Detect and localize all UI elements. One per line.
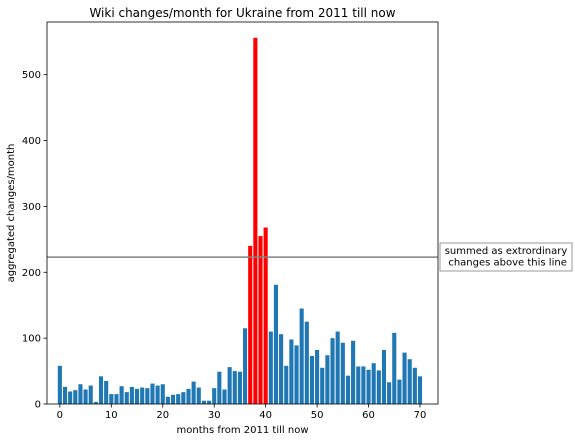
y-tick-label: 500 [22,70,41,81]
bar [212,388,217,404]
bar [232,371,237,404]
bar [335,331,340,404]
bar [402,352,407,404]
bar [155,385,160,404]
bar [176,394,181,404]
bar [160,384,165,404]
bar [129,386,134,404]
bar [186,388,191,404]
annotation-line: summed as extrordinary [445,246,568,257]
bar [299,308,304,404]
bar [134,388,140,404]
bar [119,386,124,404]
bar-highlight [253,37,258,405]
bar [124,392,129,404]
bar [207,400,212,404]
x-tick-label: 60 [362,410,375,421]
bar [397,379,402,404]
bar [243,328,248,404]
bar [237,371,242,404]
bar [361,366,366,404]
bar [407,359,412,404]
bar [181,392,186,404]
annotation-box [439,242,573,272]
bar [284,365,289,404]
bar [196,387,201,404]
bar-highlight [258,236,263,404]
y-axis-label: aggregated changes/month [6,144,17,283]
bar [366,369,371,404]
bar [351,340,356,404]
bar [62,386,68,404]
bar [222,389,227,404]
bar [109,394,114,404]
bar [345,375,351,404]
bar [98,376,104,404]
bar [83,389,88,404]
x-tick-label: 10 [105,410,118,421]
bar [93,402,98,404]
bar [417,376,423,404]
bar [376,370,381,404]
bar [392,332,397,404]
bar [304,321,309,404]
bar-highlight [248,245,253,404]
bar [78,384,83,404]
bar [387,382,392,404]
bar-group [57,37,423,405]
x-axis-label: months from 2011 till now [177,425,309,436]
bar [320,367,325,404]
bar [294,345,299,404]
plot-frame [46,21,439,405]
bar [371,363,376,404]
bar [73,390,78,404]
bar-highlight [263,227,268,404]
bar [165,396,170,404]
bar [217,371,222,404]
y-tick-label: 400 [22,136,41,147]
x-tick-label: 70 [414,410,427,421]
bar [279,334,284,404]
bar [289,339,294,404]
bar [356,366,361,404]
bar [57,365,62,404]
y-tick-label: 0 [35,400,41,411]
bar [170,394,176,404]
bar [88,385,93,404]
x-tick-label: 20 [156,410,169,421]
x-tick-label: 30 [208,410,221,421]
bar [201,400,206,404]
annotation-line: changes above this line [445,258,567,269]
bar [340,342,345,404]
bar [104,380,109,404]
bar [268,331,273,404]
bar [114,394,119,404]
x-tick-label: 0 [57,410,63,421]
bar [145,388,150,404]
y-axis-ticks: 0 100 200 300 400 500 [22,70,47,411]
bar [273,284,278,404]
y-tick-label: 300 [22,202,41,213]
bar [315,349,320,404]
bar [325,355,330,404]
y-tick-label: 200 [22,268,41,279]
x-tick-label: 50 [311,410,324,421]
bar [68,391,73,404]
bar [330,338,335,404]
bar [227,367,232,404]
bar [150,383,155,404]
annotation-text: summed as extrordinary changes above thi… [445,246,568,269]
bar [309,355,315,404]
x-axis-ticks: 0 10 20 30 40 50 60 70 [57,404,427,421]
bar [412,367,417,404]
chart-title: Wiki changes/month for Ukraine from 2011… [89,6,395,20]
bar [191,381,196,404]
x-tick-label: 40 [259,410,272,421]
bar [381,349,387,404]
threshold-annotation: summed as extrordinary changes above thi… [439,242,573,272]
y-tick-label: 100 [22,334,41,345]
bar [140,387,145,404]
